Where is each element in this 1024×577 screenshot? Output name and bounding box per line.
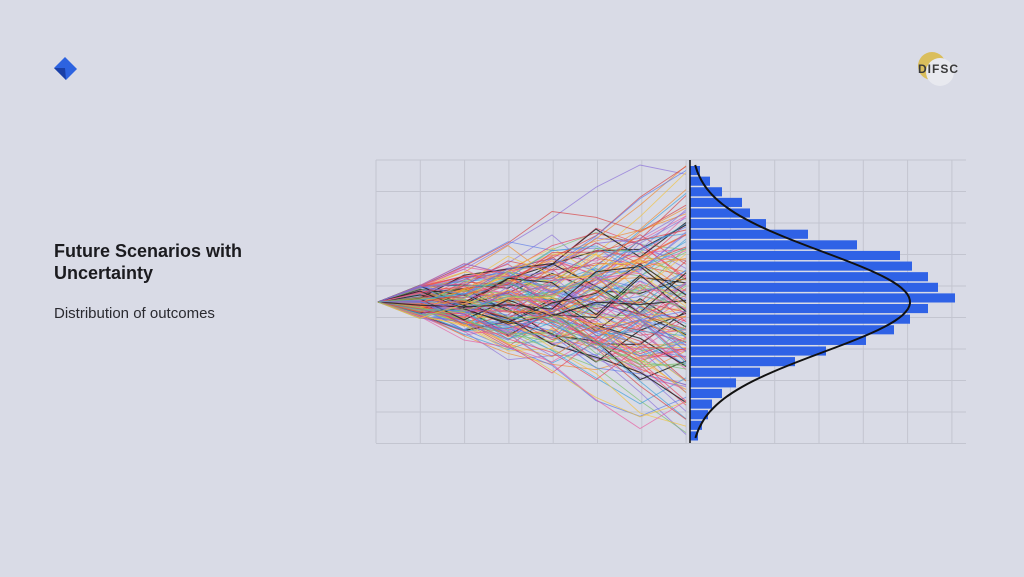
scenario-line (377, 280, 687, 337)
histogram-bar (690, 176, 710, 186)
histogram-bar (690, 261, 912, 271)
scenario-line (377, 207, 687, 313)
histogram-bar (690, 197, 742, 207)
histogram-bar (690, 208, 750, 218)
scenario-line (377, 255, 687, 337)
scenario-line (377, 301, 687, 430)
histogram-bar (690, 272, 928, 282)
histogram-bar (690, 229, 808, 239)
partner-logo-text: DIFSC (918, 62, 959, 76)
histogram-bar (690, 219, 766, 229)
scenario-line (377, 245, 687, 303)
histogram-bar (690, 293, 955, 303)
scenario-line (377, 301, 687, 364)
scenario-line (377, 286, 687, 357)
histogram-bar (690, 410, 708, 420)
scenario-line (377, 274, 687, 316)
histogram-bar (690, 357, 795, 367)
scenario-line-highlight (377, 285, 687, 403)
histogram-bar (690, 431, 698, 441)
histogram-bar (690, 335, 866, 345)
scenario-line (377, 290, 687, 355)
histogram-bar (690, 304, 928, 314)
scenario-line (377, 285, 687, 321)
histogram-bar (690, 346, 826, 356)
scenario-line (377, 233, 687, 303)
scenario-line (377, 272, 687, 316)
scenario-line (377, 301, 687, 352)
histogram-bar (690, 187, 722, 197)
scenario-line (378, 229, 687, 303)
histogram-bar (690, 399, 712, 409)
partner-logo-ring (926, 58, 954, 86)
brand-logo-shade (54, 68, 66, 80)
scenario-line (377, 204, 687, 303)
scenario-line (377, 301, 687, 381)
scenario-line (377, 170, 687, 303)
histogram-bar (690, 282, 938, 292)
scenario-line (377, 289, 687, 390)
histogram-bar (690, 388, 722, 399)
histogram-bar (690, 314, 910, 324)
bell-curve (694, 164, 912, 439)
histogram-bar (690, 378, 736, 388)
scenario-line (377, 249, 687, 327)
slide-title: Future Scenarios with Uncertainty (54, 241, 243, 283)
histogram-bar (690, 240, 857, 250)
scenario-line (377, 297, 687, 368)
scenario-line (377, 284, 687, 360)
scenario-line (377, 268, 687, 323)
slide-subtitle: Distribution of outcomes (54, 305, 215, 322)
scenario-line-highlight (377, 263, 687, 324)
scenario-line-highlight (377, 265, 687, 310)
histogram-bar (690, 325, 894, 335)
brand-logo (54, 57, 77, 80)
scenario-line (377, 290, 687, 337)
scenario-line (377, 301, 687, 369)
histogram-bar (690, 367, 760, 377)
histogram-bar (690, 166, 700, 176)
scenario-line-highlight (377, 274, 687, 316)
histogram-bar (690, 420, 702, 430)
histogram-bar (690, 250, 900, 261)
